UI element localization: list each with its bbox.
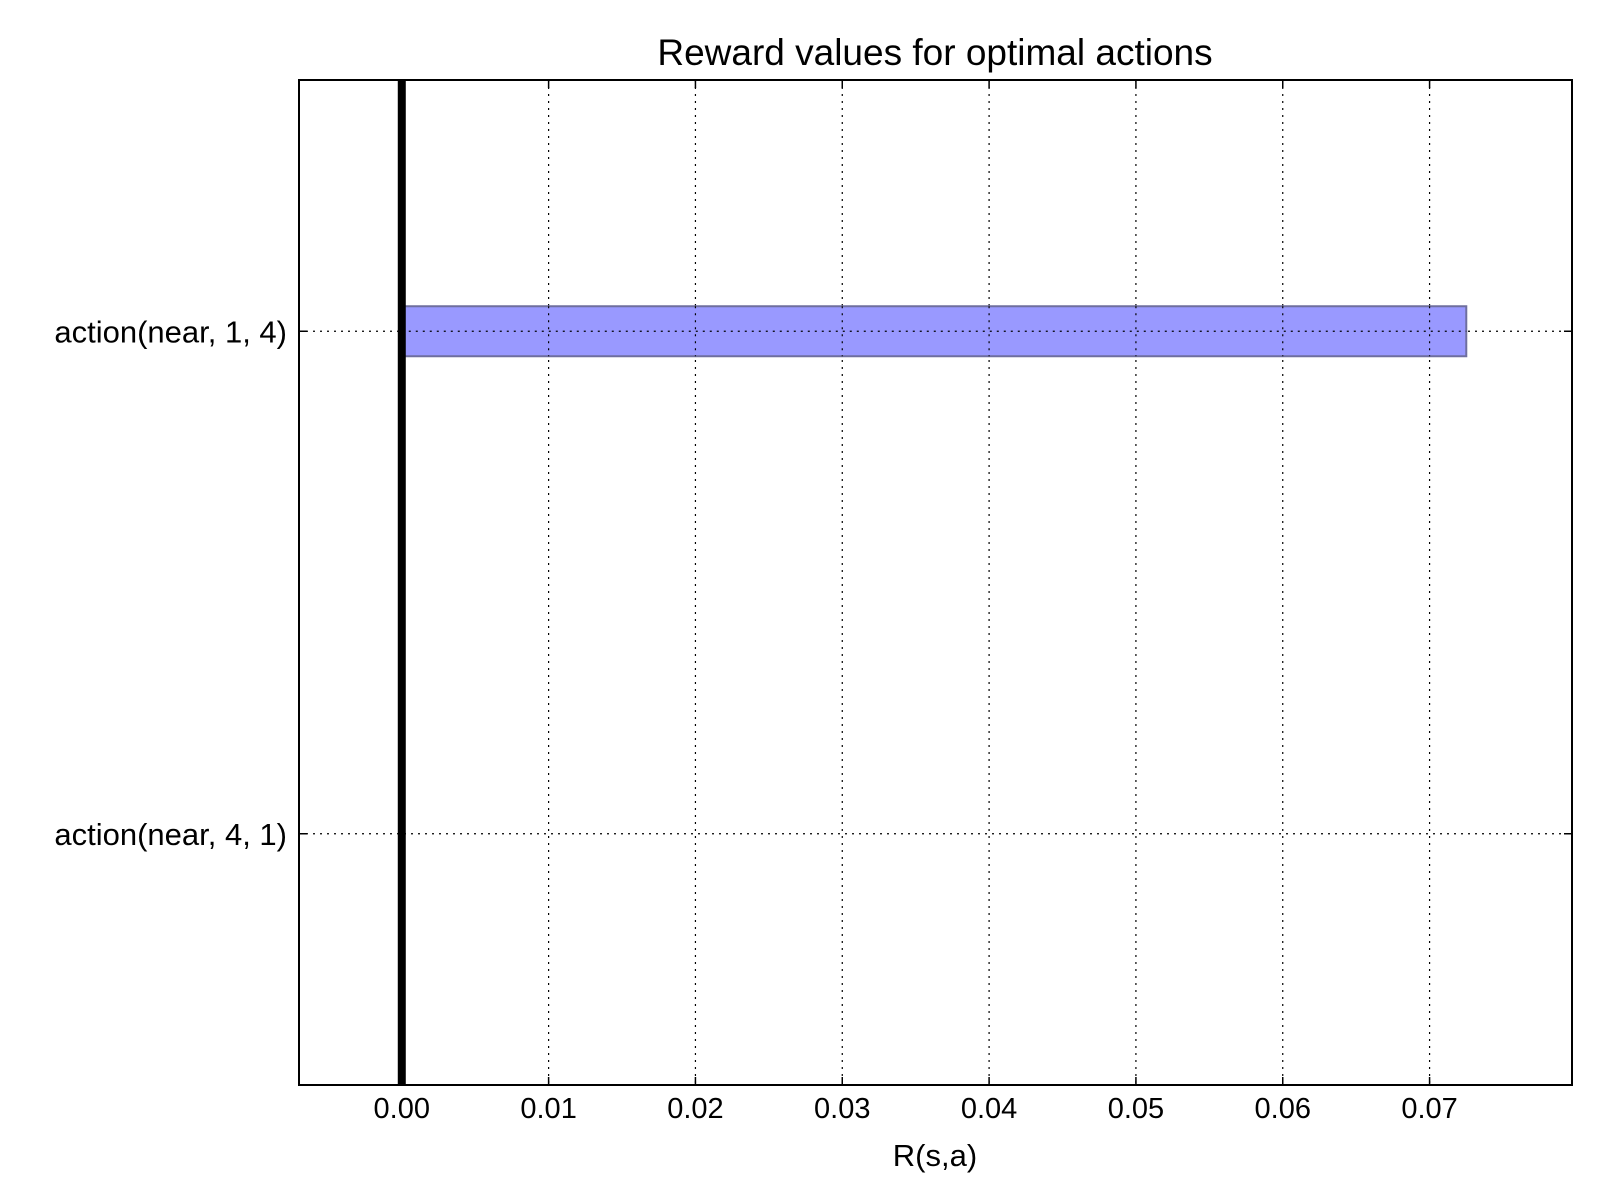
grid-lines [299, 80, 1572, 1085]
x-tick-label-1: 0.01 [520, 1093, 576, 1125]
x-tick-label-7: 0.07 [1401, 1093, 1457, 1125]
y-axis-ticks: action(near, 1, 4) action(near, 4, 1) [54, 314, 1572, 852]
chart-title: Reward values for optimal actions [657, 32, 1212, 73]
y-category-label-1: action(near, 4, 1) [54, 817, 287, 852]
bars [400, 305, 1468, 358]
x-tick-label-5: 0.05 [1108, 1093, 1164, 1125]
x-tick-label-2: 0.02 [667, 1093, 723, 1125]
x-tick-label-4: 0.04 [961, 1093, 1017, 1125]
x-tick-label-3: 0.03 [814, 1093, 870, 1125]
plot-frame [298, 79, 1573, 1086]
x-tick-label-6: 0.06 [1255, 1093, 1311, 1125]
x-tick-label-0: 0.00 [374, 1093, 430, 1125]
x-axis-label: R(s,a) [893, 1138, 977, 1173]
x-axis-ticks: 0.00 0.01 0.02 0.03 0.04 0.05 0.06 0.07 [374, 80, 1458, 1125]
y-category-label-0: action(near, 1, 4) [54, 314, 287, 349]
